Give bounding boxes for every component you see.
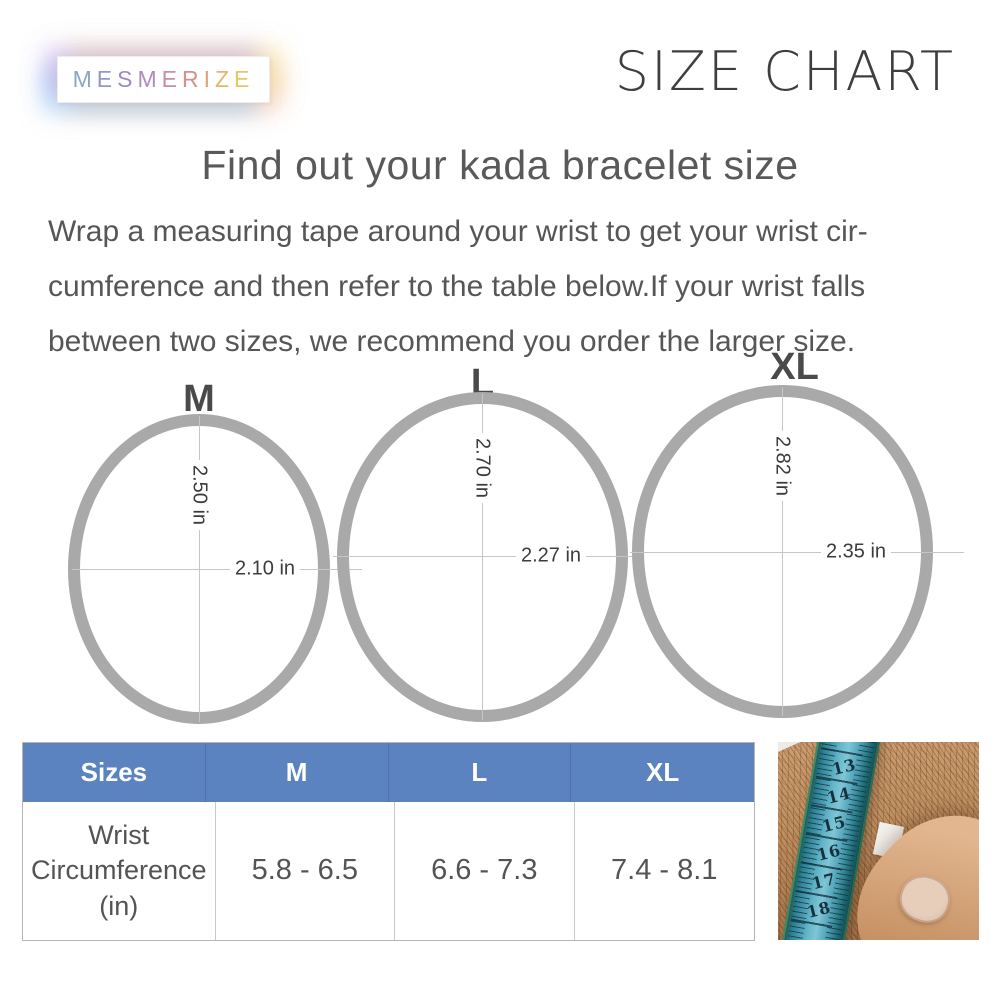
vertical-diameter-label: 2.82 in xyxy=(769,430,795,502)
size-table-header-xl: XL xyxy=(646,757,680,787)
table-cell-m: 5.8 - 6.5 xyxy=(216,802,396,940)
table-row-label: Wrist Circumference (in) xyxy=(23,802,216,940)
horizontal-diameter-label: 2.10 in xyxy=(229,556,301,582)
crosshair-horizontal-line xyxy=(333,556,636,557)
crosshair-horizontal-line xyxy=(630,552,964,553)
brand-logo: MESMERIZE xyxy=(57,56,270,103)
table-cell-xl: 7.4 - 8.1 xyxy=(611,854,718,887)
horizontal-diameter-label: 2.35 in xyxy=(820,539,892,565)
table-cell-l: 6.6 - 7.3 xyxy=(395,802,575,940)
brand-letter: E xyxy=(161,66,182,92)
horizontal-diameter-label: 2.27 in xyxy=(515,543,587,569)
brand-name: MESMERIZE xyxy=(73,66,255,93)
wrist-measuring-photo: 13 14 15 16 17 18 xyxy=(778,742,979,940)
brand-letter: R xyxy=(181,66,204,92)
brand-letter: E xyxy=(96,66,118,92)
ring-diagram-m: M 2.50 in 2.10 in xyxy=(58,370,362,730)
brand-letter: I xyxy=(203,66,215,92)
instructions-line: Wrap a measuring tape around your wrist … xyxy=(48,215,868,248)
brand-letter: Z xyxy=(214,66,235,92)
ring-diagram-l: L 2.70 in 2.27 in xyxy=(327,355,638,730)
brand-letter: M xyxy=(72,66,97,92)
ring-diagram-xl: XL 2.82 in 2.35 in xyxy=(622,340,967,730)
vertical-diameter-label: 2.70 in xyxy=(469,432,495,504)
size-table-header-row: Sizes M L XL xyxy=(23,743,754,802)
brand-letter: M xyxy=(137,66,162,92)
section-heading: Find out your kada bracelet size xyxy=(201,142,799,188)
crosshair-vertical-line xyxy=(782,387,783,716)
brand-letter: S xyxy=(117,66,138,92)
size-table: Sizes M L XL Wrist Circumference (in) 5.… xyxy=(22,742,755,941)
size-table-header-sizes: Sizes xyxy=(23,743,206,802)
size-table-header-m: M xyxy=(206,743,389,802)
crosshair-horizontal-line xyxy=(72,569,362,570)
vertical-diameter-label: 2.50 in xyxy=(186,459,212,531)
page-title: SIZE CHART xyxy=(614,40,955,103)
ring-size-label: XL xyxy=(770,346,819,388)
instructions-line: between two sizes, we recommend you orde… xyxy=(48,325,856,358)
size-table-header-l: L xyxy=(389,743,572,802)
brand-letter: E xyxy=(234,66,255,92)
instructions-line: cumference and then refer to the table b… xyxy=(48,270,866,303)
ring-size-label: M xyxy=(183,378,215,420)
instructions-text: Wrap a measuring tape around your wrist … xyxy=(48,204,968,369)
size-table-body-row: Wrist Circumference (in) 5.8 - 6.5 6.6 -… xyxy=(23,802,754,940)
crosshair-vertical-line xyxy=(482,394,483,720)
